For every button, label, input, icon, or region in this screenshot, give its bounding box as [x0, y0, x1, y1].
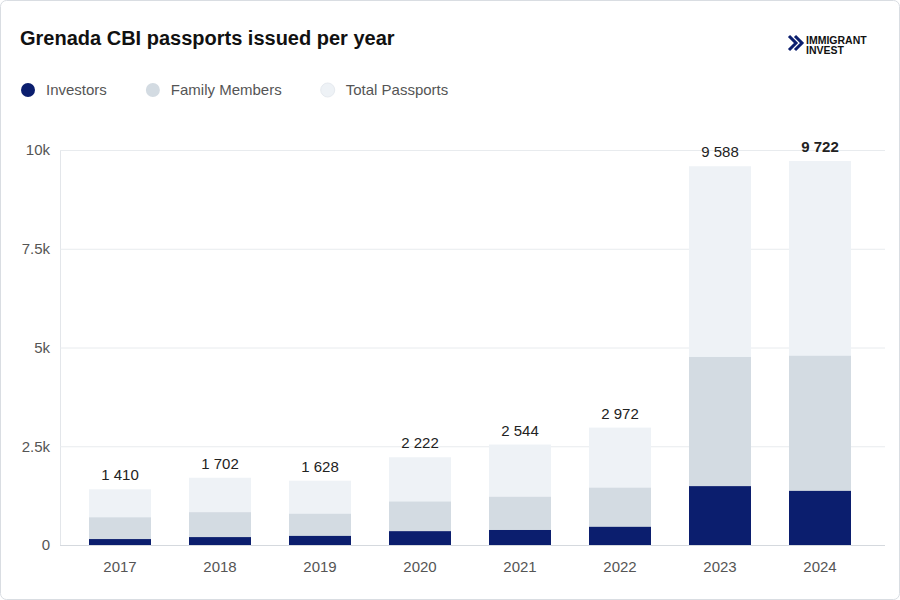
- bar: [389, 502, 451, 545]
- grid-line: [60, 249, 885, 250]
- x-tick: 2017: [103, 558, 136, 575]
- bar: [689, 357, 751, 545]
- bar: [789, 491, 851, 545]
- data-label: 1 410: [101, 466, 139, 483]
- bar: [589, 428, 651, 545]
- legend-label: Investors: [46, 81, 107, 98]
- y-tick: 0: [42, 536, 885, 553]
- bar: [289, 481, 351, 545]
- x-tick: 2023: [703, 558, 736, 575]
- bar: [189, 478, 251, 545]
- bar: [189, 512, 251, 545]
- x-tick: 2021: [503, 558, 536, 575]
- data-labels: 1 410 1 702 1 628 2 222 2 544 2 972 9 588 9 722: [101, 138, 839, 483]
- x-tick-label: 2022: [603, 558, 636, 575]
- data-label: 9 588: [701, 143, 739, 160]
- x-tick-label: 2018: [203, 558, 236, 575]
- legend: Investors Family Members Total Passports: [21, 81, 448, 98]
- data-label: 9 722: [801, 138, 839, 155]
- y-tick: 2.5k: [22, 438, 885, 455]
- title: Grenada CBI passports issued per year: [20, 27, 395, 49]
- y-tick-label: 7.5k: [22, 240, 51, 257]
- bar: [789, 161, 851, 545]
- legend-item: Investors: [21, 81, 107, 98]
- bar: [489, 497, 551, 545]
- bars: [89, 161, 851, 545]
- data-label: 2 222: [401, 434, 439, 451]
- logo-icon: [789, 36, 802, 50]
- x-tick-label: 2021: [503, 558, 536, 575]
- data-label: 2 972: [601, 405, 639, 422]
- y-axis: 0 2.5k 5k 7.5k 10k: [22, 141, 885, 553]
- bar: [89, 539, 151, 545]
- bar: [689, 166, 751, 545]
- data-label: 1 628: [301, 458, 339, 475]
- y-tick-label: 0: [42, 536, 50, 553]
- y-tick-label: 2.5k: [22, 438, 51, 455]
- bar: [89, 517, 151, 545]
- y-tick: 5k: [34, 339, 885, 356]
- x-tick-label: 2017: [103, 558, 136, 575]
- bar: [689, 486, 751, 545]
- legend-item: Family Members: [146, 81, 282, 98]
- bar: [489, 445, 551, 545]
- x-tick-label: 2024: [803, 558, 836, 575]
- y-tick-label: 5k: [34, 339, 50, 356]
- bar: [789, 356, 851, 545]
- logo: IMMIGRANTINVEST: [789, 34, 867, 56]
- grid-line: [60, 545, 885, 546]
- x-tick: 2022: [603, 558, 636, 575]
- chart: Grenada CBI passports issued per year IMM…: [0, 0, 900, 600]
- bar: [289, 514, 351, 545]
- bar: [89, 489, 151, 545]
- grid-line: [60, 446, 885, 447]
- x-axis-line: [60, 545, 885, 546]
- bar: [589, 488, 651, 545]
- y-tick-label: 10k: [26, 141, 51, 158]
- grid-line: [60, 150, 885, 151]
- bar: [389, 457, 451, 545]
- legend-label: Total Passports: [346, 81, 449, 98]
- x-tick: 2024: [803, 558, 836, 575]
- legend-swatch: [146, 83, 160, 97]
- legend-label: Family Members: [171, 81, 282, 98]
- bar: [489, 530, 551, 545]
- x-tick-label: 2020: [403, 558, 436, 575]
- bar: [389, 531, 451, 545]
- logo-text: INVEST: [806, 44, 845, 56]
- x-tick-label: 2019: [303, 558, 336, 575]
- y-tick: 10k: [26, 141, 885, 158]
- bar: [589, 527, 651, 545]
- bar: [189, 537, 251, 545]
- y-tick: 7.5k: [22, 240, 885, 257]
- data-label: 1 702: [201, 455, 239, 472]
- x-axis: 2017 2018 2019 2020 2021 2022 2023 2024: [60, 546, 885, 575]
- legend-swatch: [21, 83, 35, 97]
- series: [89, 486, 851, 545]
- x-tick: 2019: [303, 558, 336, 575]
- x-tick: 2020: [403, 558, 436, 575]
- x-tick: 2018: [203, 558, 236, 575]
- data-label: 2 544: [501, 422, 539, 439]
- bar: [289, 536, 351, 545]
- grid-line: [60, 348, 885, 349]
- series: [89, 161, 851, 545]
- series: [89, 356, 851, 545]
- legend-swatch: [321, 83, 335, 97]
- frame: [1, 1, 900, 600]
- legend-item: Total Passports: [321, 81, 449, 98]
- x-tick-label: 2023: [703, 558, 736, 575]
